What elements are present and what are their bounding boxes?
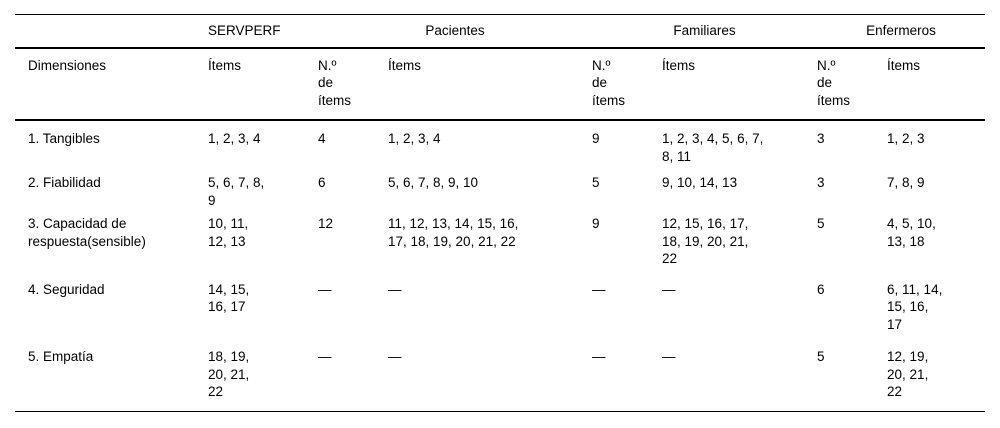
group-header-enfermeros: Enfermeros <box>817 14 986 49</box>
pacientes-items-cell: — <box>388 349 402 364</box>
familiares-items-cell: — <box>662 349 676 364</box>
enfermeros-count-cell: 5 <box>817 349 825 364</box>
pacientes-items-cell: — <box>388 281 402 297</box>
group-header-servperf: SERVPERF <box>208 14 318 49</box>
dimension-name-cell: 5. Empatía <box>28 349 94 364</box>
group-header-row: SERVPERF Pacientes Familiares Enfermeros <box>15 14 986 49</box>
dimension-name-cell: 1. Tangibles <box>28 131 100 146</box>
enfermeros-count-cell: 6 <box>817 281 825 297</box>
enfermeros-items-cell: 7, 8, 9 <box>887 175 925 190</box>
dimension-name-cell: 3. Capacidad de respuesta(sensible) <box>28 216 146 249</box>
enfermeros-count-cell: 5 <box>817 216 825 231</box>
column-header-items-servperf: Ítems <box>208 47 318 121</box>
dimension-name-cell: 4. Seguridad <box>28 281 105 297</box>
familiares-items-cell: — <box>662 281 676 297</box>
column-header-row: Dimensiones Ítems N.º de ítems Ítems N.º… <box>15 47 986 121</box>
column-header-n-items-enfermeros: N.º de ítems <box>817 47 888 121</box>
column-header-n-items-familiares: N.º de ítems <box>592 47 663 121</box>
pacientes-items-cell: 5, 6, 7, 8, 9, 10 <box>388 175 479 190</box>
servperf-items-cell: 18, 19, 20, 21, 22 <box>208 349 250 399</box>
column-header-n-items-pacientes: N.º de ítems <box>318 47 388 121</box>
column-header-dimensiones: Dimensiones <box>15 47 208 121</box>
enfermeros-count-cell: 3 <box>817 131 825 146</box>
familiares-items-cell: 1, 2, 3, 4, 5, 6, 7, 8, 11 <box>662 131 764 164</box>
pacientes-items-cell: 11, 12, 13, 14, 15, 16, 17, 18, 19, 20, … <box>388 216 519 249</box>
pacientes-count-cell: 6 <box>318 175 326 190</box>
table-row-capacidad-de-respuesta: 3. Capacidad de respuesta(sensible) 10, … <box>15 215 985 281</box>
pacientes-count-cell: 4 <box>318 131 326 146</box>
column-header-items-enfermeros: Ítems <box>887 47 986 121</box>
enfermeros-items-cell: 1, 2, 3 <box>887 131 925 146</box>
familiares-items-cell: 9, 10, 14, 13 <box>662 175 738 190</box>
group-header-pacientes: Pacientes <box>318 14 593 49</box>
pacientes-count-cell: — <box>318 281 332 297</box>
familiares-count-cell: 9 <box>592 131 600 146</box>
servperf-items-cell: 10, 11, 12, 13 <box>208 216 249 249</box>
enfermeros-items-cell: 6, 11, 14, 15, 16, 17 <box>887 281 943 332</box>
pacientes-count-cell: 12 <box>318 216 334 231</box>
table-row-fiabilidad: 2. Fiabilidad 5, 6, 7, 8, 9 6 5, 6, 7, 8… <box>15 174 985 215</box>
dimension-name-cell: 2. Fiabilidad <box>28 175 101 190</box>
enfermeros-items-cell: 12, 19, 20, 21, 22 <box>887 349 929 399</box>
familiares-count-cell: 9 <box>592 216 600 231</box>
servperf-items-cell: 14, 15, 16, 17 <box>208 281 250 315</box>
enfermeros-items-cell: 4, 5, 10, 13, 18 <box>887 216 936 249</box>
familiares-count-cell: — <box>592 281 606 297</box>
servperf-dimensions-table: SERVPERF Pacientes Familiares Enfermeros… <box>15 14 986 412</box>
column-header-items-pacientes: Ítems <box>388 47 593 121</box>
servperf-items-cell: 5, 6, 7, 8, 9 <box>208 175 265 208</box>
table-row-empatia: 5. Empatía 18, 19, 20, 21, 22 — — — — 5 … <box>15 348 985 411</box>
table-row-seguridad: 4. Seguridad 14, 15, 16, 17 — — — — 6 6,… <box>15 281 985 349</box>
familiares-count-cell: 5 <box>592 175 600 190</box>
servperf-items-cell: 1, 2, 3, 4 <box>208 131 261 146</box>
group-header-familiares: Familiares <box>592 14 818 49</box>
familiares-count-cell: — <box>592 349 606 364</box>
familiares-items-cell: 12, 15, 16, 17, 18, 19, 20, 21, 22 <box>662 216 749 266</box>
pacientes-items-cell: 1, 2, 3, 4 <box>388 131 441 146</box>
group-header-empty <box>15 14 208 49</box>
enfermeros-count-cell: 3 <box>817 175 825 190</box>
pacientes-count-cell: — <box>318 349 332 364</box>
table-row-tangibles: 1. Tangibles 1, 2, 3, 4 4 1, 2, 3, 4 9 1… <box>15 120 985 174</box>
column-header-items-familiares: Ítems <box>662 47 818 121</box>
